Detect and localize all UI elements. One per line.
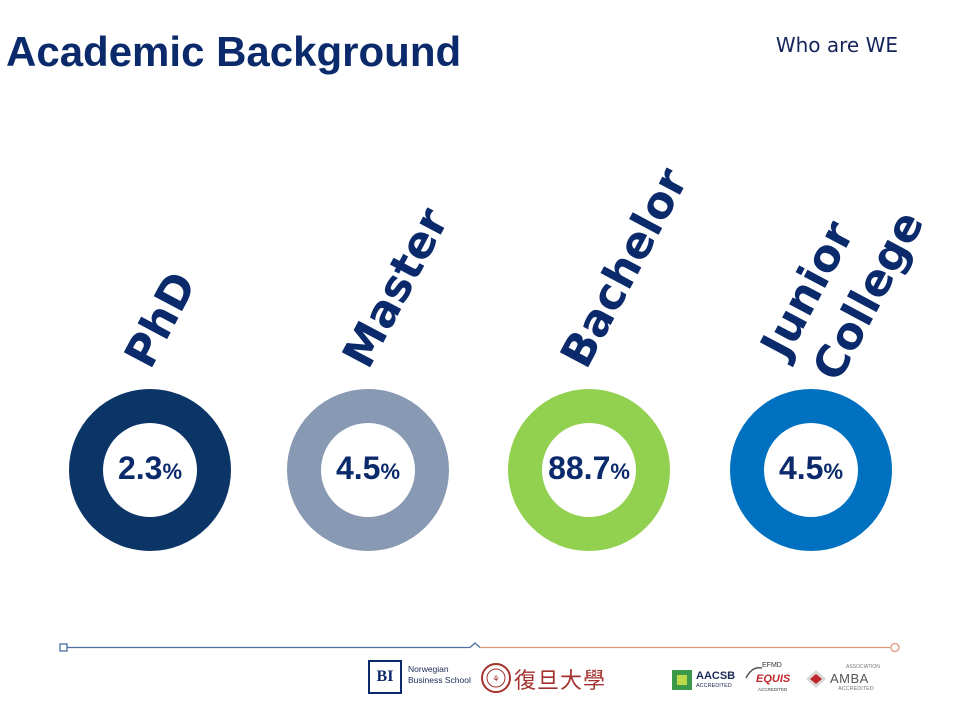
master-unit: % — [380, 459, 401, 484]
section-tag: Who are WE — [775, 33, 898, 57]
category-label-bachelor: Bachelor — [550, 160, 699, 376]
aacsb-mark-icon — [672, 670, 692, 690]
amba-mark-icon — [806, 670, 826, 688]
junior-college-unit: % — [823, 459, 844, 484]
page-title: Academic Background — [6, 28, 462, 75]
footer-divider — [59, 642, 900, 653]
equis-text: EQUIS — [756, 673, 791, 685]
svg-text:⚘: ⚘ — [492, 675, 500, 685]
master-value: 4.5 — [335, 450, 381, 486]
bachelor-percent: 88.7% — [469, 450, 709, 487]
junior-college-value: 4.5 — [778, 450, 824, 486]
category-label-master: Master — [332, 199, 459, 376]
bi-logo: BI Norwegian Business School — [368, 660, 476, 696]
equis-logo: EFMD EQUIS ACCREDITED — [744, 660, 800, 696]
phd-percent: 2.3% — [30, 450, 270, 487]
amba-text: AMBA — [830, 671, 869, 686]
amba-sub: ACCREDITED — [838, 686, 874, 692]
aacsb-logo: AACSB ACCREDITED — [672, 668, 744, 694]
phd-value: 2.3 — [117, 450, 163, 486]
category-label-phd: PhD — [114, 263, 207, 376]
amba-top: ASSOCIATION — [846, 664, 880, 670]
aacsb-sub: ACCREDITED — [696, 683, 732, 689]
bi-name: Norwegian Business School — [408, 664, 471, 685]
equis-swoosh-icon — [745, 666, 763, 679]
master-percent: 4.5% — [248, 450, 488, 487]
junior-college-percent: 4.5% — [691, 450, 931, 487]
bachelor-unit: % — [610, 459, 630, 484]
phd-unit: % — [162, 459, 183, 484]
efmd-text: EFMD — [762, 662, 782, 669]
bachelor-value: 88.7 — [548, 450, 611, 486]
aacsb-text: AACSB — [696, 670, 736, 682]
fudan-seal: ⚘ — [481, 663, 511, 693]
bi-mark: BI — [368, 660, 402, 694]
fudan-name: 復旦大學 — [514, 669, 607, 694]
amba-logo: ASSOCIATION AMBA ACCREDITED — [804, 664, 884, 694]
equis-sub: ACCREDITED — [758, 687, 788, 692]
